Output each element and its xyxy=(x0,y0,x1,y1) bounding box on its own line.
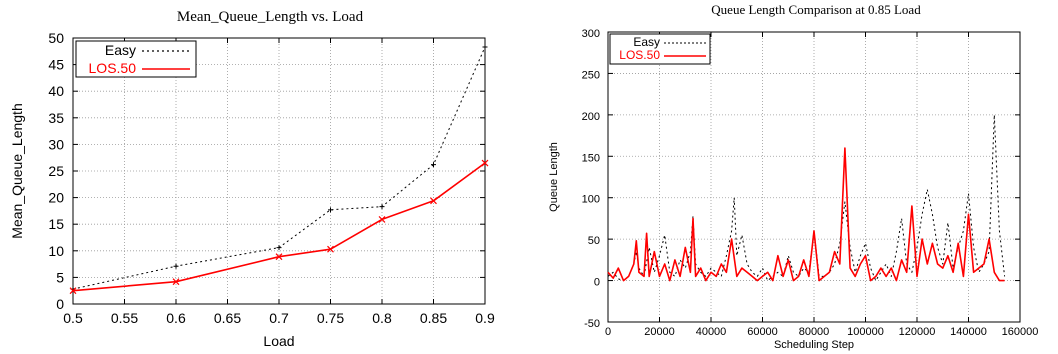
legend-label-los50: LOS.50 xyxy=(89,60,137,76)
x-tick-label: 0.85 xyxy=(420,310,447,326)
chart-title: Mean_Queue_Length vs. Load xyxy=(177,9,364,25)
legend-label-los50: LOS.50 xyxy=(619,48,660,62)
y-tick-label: 45 xyxy=(48,57,64,73)
x-tick-label: 0.8 xyxy=(372,310,392,326)
grid xyxy=(608,32,1020,322)
x-tick-label: 0.5 xyxy=(63,310,83,326)
y-tick-label: 300 xyxy=(582,28,600,40)
data-point-los50 xyxy=(430,197,437,205)
data-point-los50 xyxy=(481,159,489,167)
y-tick-label: 0 xyxy=(56,296,64,312)
data-point-easy xyxy=(276,245,282,251)
x-tick-label: 0.75 xyxy=(317,310,344,326)
y-tick-label: 20 xyxy=(48,190,64,206)
queue-length-comparison-chart: Queue Length Comparison at 0.85 Load 0 20… xyxy=(548,2,1039,351)
series-group xyxy=(69,44,489,295)
data-point-easy xyxy=(173,263,179,269)
legend-box xyxy=(609,33,711,65)
x-tick-label: 40000 xyxy=(696,326,727,338)
x-tick-label: 160000 xyxy=(1002,326,1039,338)
x-axis-label: Scheduling Step xyxy=(774,339,854,351)
legend-label-easy: Easy xyxy=(633,35,660,49)
series-line-los50 xyxy=(607,147,1005,282)
y-tick-label: 35 xyxy=(48,110,64,126)
x-axis-label: Load xyxy=(263,333,294,349)
y-tick-label: 30 xyxy=(48,136,64,152)
y-tick-label: 50 xyxy=(48,30,64,46)
x-tick-label: 0.6 xyxy=(166,310,186,326)
x-tick-label: 0.9 xyxy=(475,310,495,326)
mean-queue-length-chart: Mean_Queue_Length vs. Load 0.5 0.55 0.6 0.6… xyxy=(9,9,495,349)
x-tick-label: 140000 xyxy=(950,326,987,338)
x-tick-label: 0.7 xyxy=(269,310,289,326)
y-tick-label: 200 xyxy=(582,111,600,123)
y-tick-label: 10 xyxy=(48,243,64,259)
legend: Easy LOS.50 xyxy=(609,33,711,65)
data-point-los50 xyxy=(172,278,180,286)
data-point-los50 xyxy=(327,245,334,253)
y-axis-label: Mean_Queue_Length xyxy=(9,103,25,238)
data-point-easy xyxy=(482,44,488,50)
x-tick-label: 120000 xyxy=(899,326,936,338)
y-tick-label: 0 xyxy=(594,277,600,289)
x-tick-label: 0 xyxy=(605,326,611,338)
data-point-easy xyxy=(431,162,436,168)
data-point-easy xyxy=(328,207,333,213)
legend-label-easy: Easy xyxy=(105,42,136,58)
x-tick-label: 80000 xyxy=(799,326,830,338)
y-tick-label: 5 xyxy=(56,269,64,285)
plot-frame xyxy=(607,31,1021,323)
x-tick-label: 0.55 xyxy=(111,310,138,326)
series-group xyxy=(607,114,1006,282)
y-axis-label: Queue Length xyxy=(548,142,560,212)
x-tick-label: 60000 xyxy=(747,326,778,338)
legend: Easy LOS.50 xyxy=(75,40,197,78)
x-tick-label: 100000 xyxy=(847,326,884,338)
axis-ticks: 0.5 0.55 0.6 0.65 0.7 0.75 0.8 0.85 0.9 0 5 10 15 20 2… xyxy=(48,30,495,326)
y-tick-label: 100 xyxy=(582,194,600,206)
y-tick-label: 50 xyxy=(588,235,600,247)
y-tick-label: 250 xyxy=(582,69,600,81)
x-tick-label: 0.65 xyxy=(214,310,241,326)
y-tick-label: 15 xyxy=(48,216,64,232)
legend-box xyxy=(75,40,197,78)
x-tick-label: 20000 xyxy=(644,326,675,338)
y-tick-label: 150 xyxy=(582,152,600,164)
y-tick-label: 40 xyxy=(48,83,64,99)
plot-frame xyxy=(72,37,486,305)
y-tick-label: 25 xyxy=(48,163,64,179)
data-point-los50 xyxy=(275,253,283,261)
data-point-los50 xyxy=(69,287,77,295)
data-point-easy xyxy=(379,204,385,210)
grid xyxy=(73,38,485,304)
chart-title: Queue Length Comparison at 0.85 Load xyxy=(711,2,921,17)
axis-ticks: 0 20000 40000 60000 80000 100000 120000 140000 1… xyxy=(582,28,1039,338)
data-point-los50 xyxy=(378,215,386,223)
y-tick-label: -50 xyxy=(584,318,600,330)
